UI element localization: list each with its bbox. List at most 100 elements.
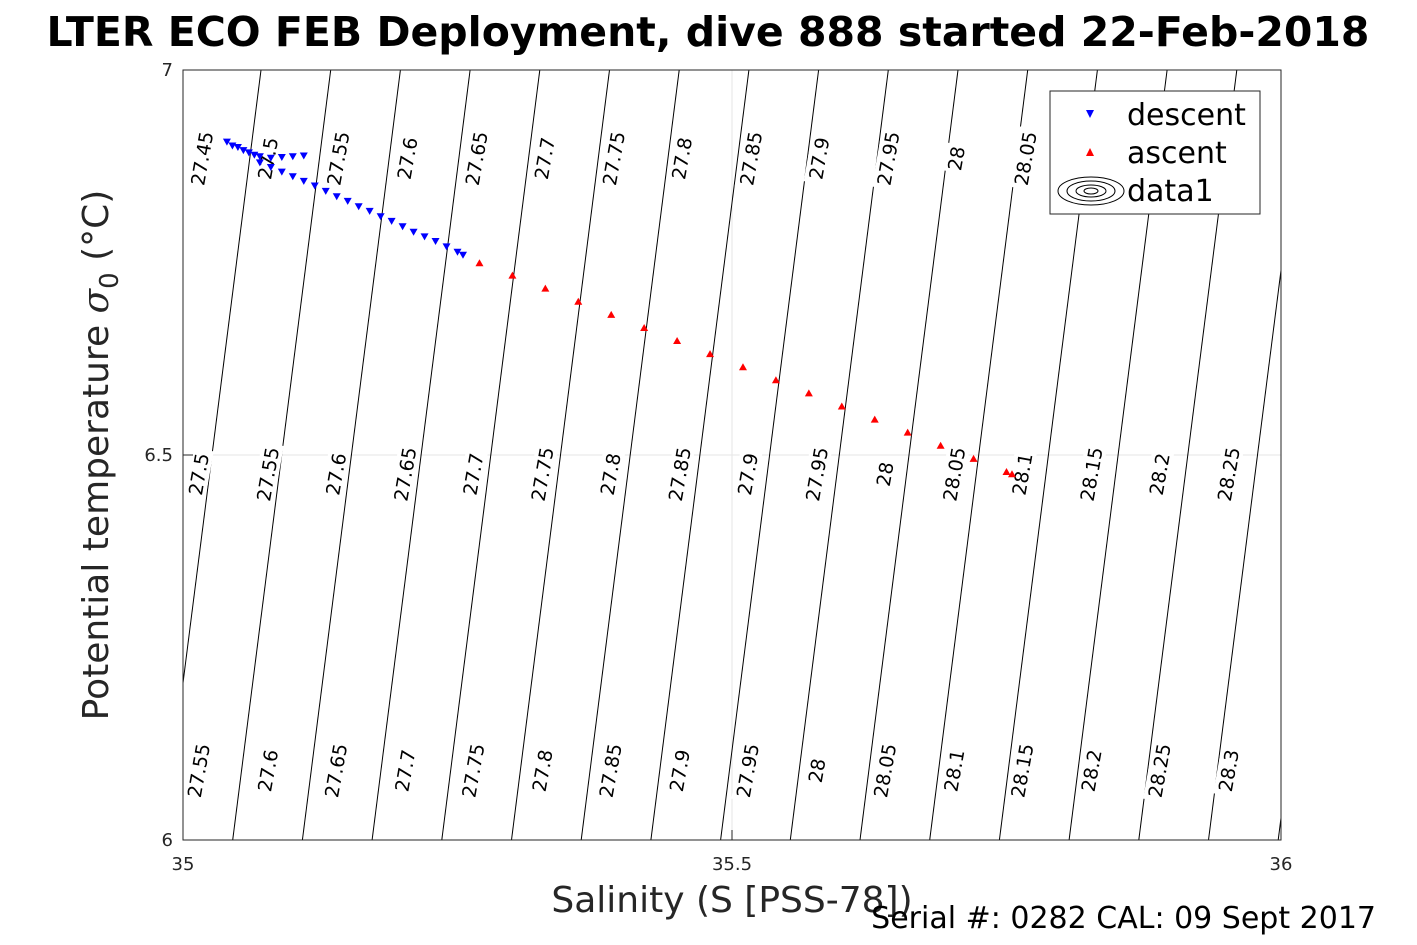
- contour-label-bg: [734, 126, 767, 191]
- ascent-point-15: [969, 454, 978, 462]
- y-axis-label-subscript: 0: [95, 272, 125, 289]
- ascent-point-10: [804, 389, 813, 397]
- x-tick-label-2: 36: [1270, 854, 1293, 875]
- contour-label-bg: [1075, 743, 1107, 798]
- legend-descent-marker: [1086, 110, 1094, 118]
- ascent-point-6: [673, 337, 682, 345]
- density-isoline-11: [929, 70, 1029, 840]
- serial-calibration-note: Serial #: 0282 CAL: 09 Sept 2017: [871, 901, 1376, 936]
- data-series: [222, 138, 1016, 478]
- contour-label-bg: [1143, 738, 1176, 803]
- descent-point-17: [321, 187, 330, 195]
- descent-point-24: [398, 223, 407, 231]
- chart-title: LTER ECO FEB Deployment, dive 888 starte…: [47, 8, 1370, 56]
- ascent-point-7: [706, 350, 715, 358]
- contour-label-text: 28: [805, 757, 831, 785]
- contour-label-bg: [664, 743, 695, 798]
- legend-descent-label: descent: [1127, 98, 1246, 133]
- density-isoline-6: [580, 70, 680, 840]
- descent-point-2: [244, 149, 253, 157]
- legend-data1-label: data1: [1127, 174, 1214, 209]
- descent-point-5: [277, 154, 286, 162]
- legend-box: [1049, 90, 1261, 215]
- density-isoline-15: [1208, 266, 1281, 840]
- contour-label-bg: [597, 126, 630, 191]
- x-axis-label: Salinity (S [PSS-78]): [551, 880, 912, 921]
- ascent-point-13: [903, 428, 912, 436]
- contour-label-bg: [319, 738, 352, 803]
- contour-label-bg: [460, 126, 493, 191]
- descent-point-10: [250, 151, 259, 159]
- contour-label-bg: [526, 442, 559, 507]
- descent-point-12: [266, 164, 275, 172]
- contour-label-bg: [526, 743, 558, 798]
- descent-point-28: [442, 243, 451, 251]
- density-isoline-3: [371, 70, 471, 840]
- contour-label-bg: [803, 754, 830, 787]
- y-axis-label: Potential temperature σ0 (°C): [76, 190, 125, 721]
- contour-label-bg: [595, 447, 626, 501]
- descent-point-22: [376, 213, 385, 221]
- contour-label-5: 27.7: [529, 131, 560, 185]
- contour-label-38: 28: [803, 754, 831, 787]
- contour-label-bg: [663, 442, 696, 507]
- contour-label-12: 28.05: [1009, 126, 1042, 191]
- contour-label-bg: [1213, 743, 1244, 798]
- contour-label-bg: [389, 743, 421, 798]
- ascent-point-11: [837, 402, 846, 410]
- descent-point-6: [288, 153, 297, 161]
- contour-label-bg: [1075, 442, 1108, 507]
- descent-point-25: [409, 228, 418, 236]
- contour-label-bg: [183, 447, 214, 501]
- contour-label-19: 27.8: [595, 447, 626, 501]
- contour-label-bg: [1006, 447, 1038, 501]
- series-ascent: [475, 259, 1016, 478]
- ascent-point-0: [475, 259, 484, 267]
- contour-label-27: 28.2: [1144, 447, 1175, 501]
- ascent-point-2: [541, 284, 550, 292]
- contour-label-bg: [457, 447, 489, 501]
- contour-label-bg: [731, 738, 764, 803]
- descent-point-1: [233, 144, 242, 151]
- contour-label-bg: [1144, 447, 1175, 501]
- x-tick-label-1: 35.5: [712, 854, 752, 875]
- contour-label-bg: [942, 142, 970, 175]
- descent-point-9: [239, 147, 248, 155]
- contour-label-bg: [251, 442, 284, 507]
- contour-label-11: 28: [942, 142, 970, 175]
- ascent-point-1: [508, 271, 517, 279]
- contour-label-0: 27.45: [185, 126, 218, 191]
- descent-point-7: [299, 152, 308, 160]
- descent-point-30: [458, 251, 467, 259]
- y-axis-label-symbol: σ: [76, 287, 117, 313]
- density-isoline-2: [301, 70, 401, 840]
- density-isoline-10: [859, 70, 959, 840]
- contour-label-bg: [871, 126, 905, 191]
- descent-point-20: [354, 203, 363, 211]
- legend-contour-icon: [1057, 176, 1125, 206]
- ascent-point-5: [640, 323, 649, 331]
- contour-label-bg: [1005, 738, 1039, 803]
- axis-ticks: 35 35.5 36 6 6.5 7: [144, 60, 1292, 875]
- contour-label-bg: [320, 447, 351, 501]
- descent-point-27: [431, 237, 440, 245]
- contour-label-text: 28: [944, 145, 970, 173]
- descent-point-4: [266, 154, 275, 162]
- contour-label-bg: [185, 126, 218, 191]
- y-tick-label-0: 6: [162, 830, 173, 851]
- contour-label-bg: [666, 131, 697, 185]
- ascent-point-17: [1007, 470, 1016, 478]
- contour-label-bg: [732, 447, 763, 501]
- ascent-point-12: [870, 415, 879, 423]
- contour-label-bg: [252, 131, 283, 185]
- descent-point-14: [288, 173, 297, 181]
- density-isoline-8: [720, 70, 820, 840]
- legend-ascent-label: ascent: [1127, 136, 1227, 171]
- contour-label-text: 28: [873, 460, 899, 488]
- descent-point-3: [255, 153, 264, 161]
- contour-label-bg: [938, 743, 970, 798]
- ascent-point-14: [936, 441, 945, 449]
- descent-point-11: [255, 159, 264, 167]
- descent-point-29: [453, 248, 462, 256]
